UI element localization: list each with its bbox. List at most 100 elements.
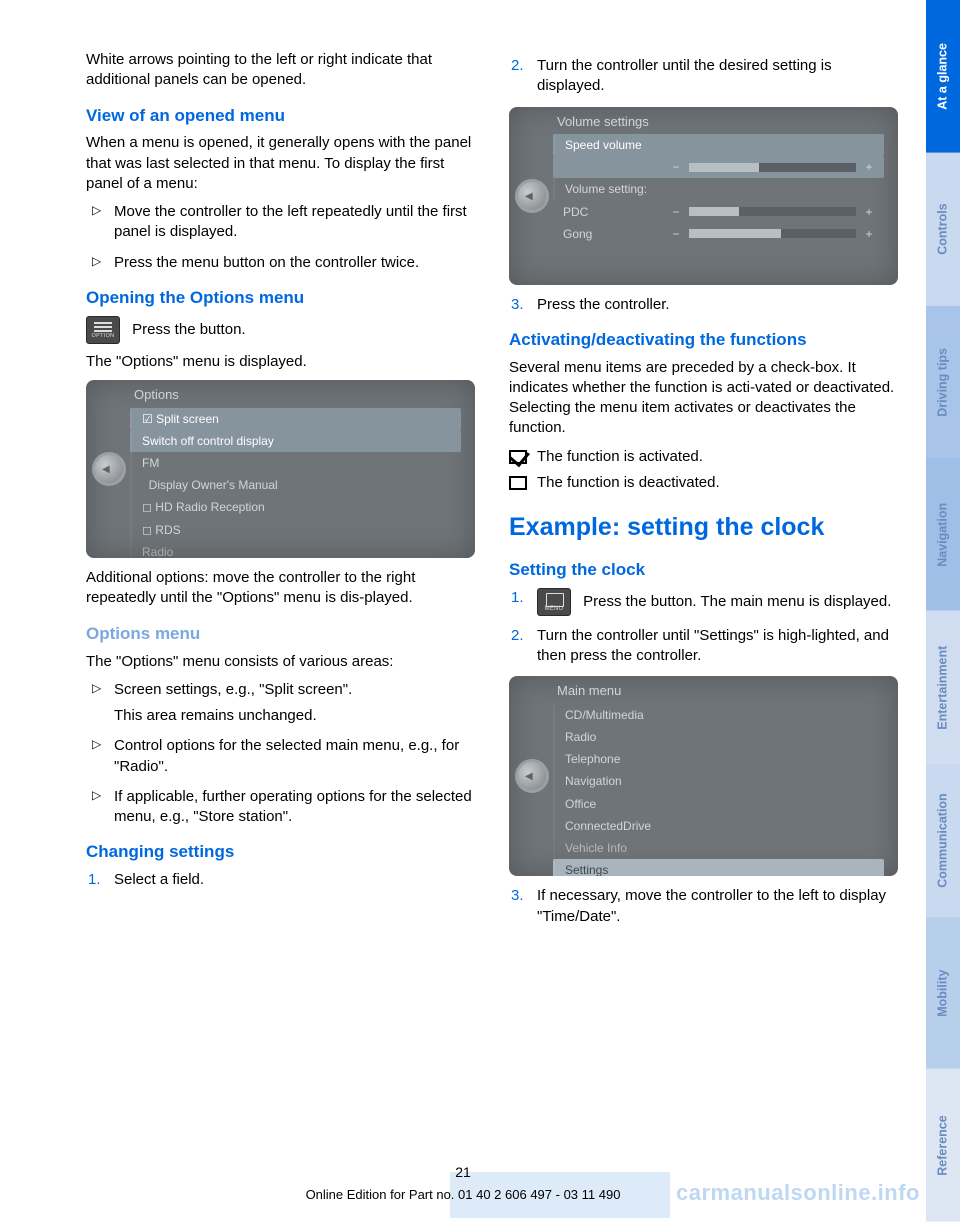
screenshot-main-menu: Main menu CD/Multimedia Radio Telephone … (509, 676, 898, 876)
bullet-item: If applicable, further operating options… (86, 787, 475, 828)
tab-communication[interactable]: Communication (926, 764, 960, 917)
screenshot-volume-settings: Volume settings Speed volume − + Volume … (509, 107, 898, 285)
shot-row: ◻ RDS (130, 519, 461, 541)
tab-navigation[interactable]: Navigation (926, 458, 960, 611)
plus-icon: + (864, 226, 874, 242)
options-menu-paragraph: The "Options" menu consists of various a… (86, 652, 475, 672)
bullet-text: Screen settings, e.g., "Split screen". (114, 681, 352, 698)
shot-row: Radio (130, 541, 461, 558)
shot-row-text: Switch off control display (142, 434, 274, 448)
checkbox-deactivated-line: The function is deactivated. (509, 473, 898, 493)
slider-fill (689, 163, 759, 172)
heading-changing-settings: Changing settings (86, 841, 475, 864)
checkbox-unchecked-icon (509, 476, 527, 490)
activate-paragraph: Several menu items are preceded by a che… (509, 358, 898, 439)
tab-at-a-glance[interactable]: At a glance (926, 0, 960, 153)
num-label: 1. (88, 870, 101, 890)
bullet-item: Screen settings, e.g., "Split screen". T… (86, 680, 475, 727)
slider-label: Gong (563, 226, 663, 242)
slider-bar (689, 163, 856, 172)
num-label: 3. (511, 295, 524, 315)
press-button-text: Press the button. (132, 321, 245, 338)
numbered-item: 3. Press the controller. (509, 295, 898, 315)
shot-row: FM (130, 452, 461, 474)
checkbox-text: The function is activated. (537, 447, 703, 467)
bullet-text: Move the controller to the left repeated… (114, 203, 467, 240)
tab-driving-tips[interactable]: Driving tips (926, 306, 960, 459)
tab-mobility[interactable]: Mobility (926, 917, 960, 1070)
shot-row: Display Owner's Manual (130, 474, 461, 496)
numbered-text: Press the button. The main menu is displ… (583, 593, 891, 610)
controller-knob-icon (515, 759, 549, 793)
watermark-text: carmanualsonline.info (676, 1178, 920, 1208)
numbered-text: If necessary, move the controller to the… (537, 887, 886, 924)
numbered-text: Press the controller. (537, 296, 670, 313)
bullet-text: If applicable, further operating options… (114, 788, 472, 825)
heading-example-clock: Example: setting the clock (509, 511, 898, 545)
slider-bar (689, 207, 856, 216)
shot-row: Speed volume (553, 134, 884, 156)
minus-icon: − (671, 226, 681, 242)
bullet-text: Press the menu button on the controller … (114, 254, 419, 271)
press-button-line: Press the button. (86, 316, 475, 344)
heading-setting-clock: Setting the clock (509, 559, 898, 582)
checkbox-activated-line: The function is activated. (509, 447, 898, 467)
heading-view-opened-menu: View of an opened menu (86, 105, 475, 128)
heading-options-menu: Options menu (86, 623, 475, 646)
shot-row: Vehicle Info (553, 837, 884, 859)
slider-fill (689, 229, 781, 238)
minus-icon: − (671, 159, 681, 175)
shot-row-text: Display Owner's Manual (149, 478, 278, 492)
numbered-text: Turn the controller until "Settings" is … (537, 627, 889, 664)
slider-row: Gong − + (553, 223, 884, 245)
shot-row: ☑ Split screen (130, 408, 461, 430)
shot-row: Volume setting: (553, 178, 884, 200)
numbered-item: 2.Turn the controller until the desired … (509, 56, 898, 97)
tab-entertainment[interactable]: Entertainment (926, 611, 960, 764)
heading-opening-options: Opening the Options menu (86, 287, 475, 310)
shot-row: Radio (553, 726, 884, 748)
side-tabs: At a glance Controls Driving tips Naviga… (926, 0, 960, 1222)
heading-activating: Activating/deactivating the functions (509, 329, 898, 352)
screenshot-options-menu: Options ☑ Split screen Switch off contro… (86, 380, 475, 558)
options-displayed-text: The "Options" menu is displayed. (86, 352, 475, 372)
bullet-item: Press the menu button on the controller … (86, 253, 475, 273)
shot-title: Main menu (509, 676, 898, 704)
numbered-text: Select a field. (114, 871, 204, 888)
num-label: 2. (511, 626, 524, 646)
view-paragraph: When a menu is opened, it generally open… (86, 133, 475, 194)
slider-row: − + (553, 156, 884, 178)
bullet-item: Move the controller to the left repeated… (86, 202, 475, 243)
shot-row: CD/Multimedia (553, 704, 884, 726)
menu-button-icon (537, 588, 571, 616)
slider-bar (689, 229, 856, 238)
num-label: 3. (511, 886, 524, 906)
shot-row-text: FM (142, 456, 159, 470)
tab-controls[interactable]: Controls (926, 153, 960, 306)
numbered-item: 1. Press the button. The main menu is di… (509, 588, 898, 616)
numbered-text: Turn the controller until the desired se… (537, 57, 832, 94)
numbered-item: 1. Select a field. (86, 870, 475, 890)
bullet-text: Control options for the selected main me… (114, 737, 459, 774)
minus-icon: − (671, 204, 681, 220)
shot-row: Telephone (553, 748, 884, 770)
additional-options-text: Additional options: move the controller … (86, 568, 475, 609)
shot-row: Office (553, 793, 884, 815)
shot-row-selected: Settings (553, 859, 884, 876)
bullet-item: Control options for the selected main me… (86, 736, 475, 777)
shot-row-text: Split screen (156, 412, 219, 426)
slider-fill (689, 207, 739, 216)
intro-text: White arrows pointing to the left or rig… (86, 50, 475, 91)
checkbox-text: The function is deactivated. (537, 473, 720, 493)
shot-row: ConnectedDrive (553, 815, 884, 837)
numbered-item: 3. If necessary, move the controller to t… (509, 886, 898, 927)
shot-row-text: RDS (155, 523, 180, 537)
option-button-icon (86, 316, 120, 344)
controller-knob-icon (515, 179, 549, 213)
shot-title: Volume settings (509, 107, 898, 135)
checkbox-checked-icon (509, 450, 527, 464)
plus-icon: + (864, 204, 874, 220)
shot-row-text: Radio (142, 545, 173, 558)
numbered-item: 2. Turn the controller until "Settings" i… (509, 626, 898, 667)
tab-reference[interactable]: Reference (926, 1069, 960, 1222)
